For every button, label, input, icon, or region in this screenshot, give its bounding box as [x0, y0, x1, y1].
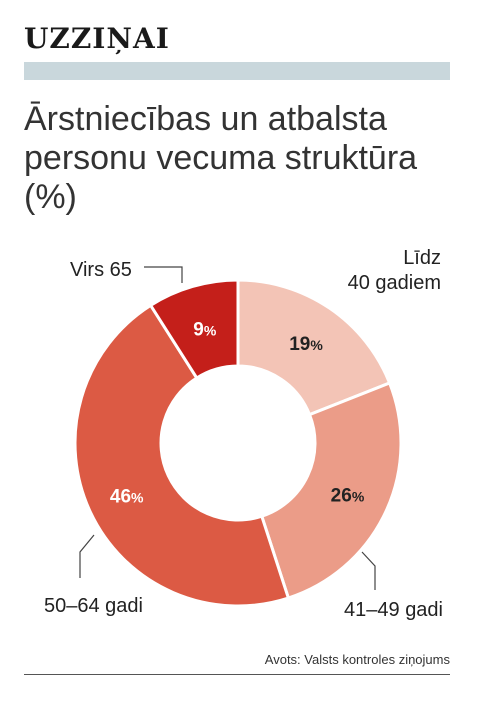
header-band — [24, 62, 450, 80]
category-label: Virs 65 — [70, 259, 132, 281]
value-label: 46% — [110, 486, 144, 507]
slice-50-64 — [73, 303, 291, 608]
leader-line — [79, 534, 95, 578]
category-label: 40 gadiem — [348, 272, 441, 294]
category-label: 41–49 gadi — [344, 599, 443, 621]
bottom-rule — [24, 674, 450, 675]
value-label: 9% — [193, 320, 217, 341]
category-label: 50–64 gadi — [44, 595, 143, 617]
slice-virs-65 — [148, 278, 240, 381]
chart-title: Ārstniecības un atbalsta personu vecuma … — [24, 100, 418, 216]
value-label: 26% — [331, 486, 365, 507]
slice-41-49 — [259, 381, 403, 600]
value-label: 19% — [289, 334, 323, 355]
section-label: UZZIŅAI — [24, 22, 170, 55]
source-note: Avots: Valsts kontroles ziņojums — [264, 652, 450, 667]
slice-lidz-40 — [236, 278, 392, 417]
category-label: Līdz — [403, 247, 441, 269]
leader-line — [361, 551, 376, 590]
leader-line — [144, 266, 183, 283]
